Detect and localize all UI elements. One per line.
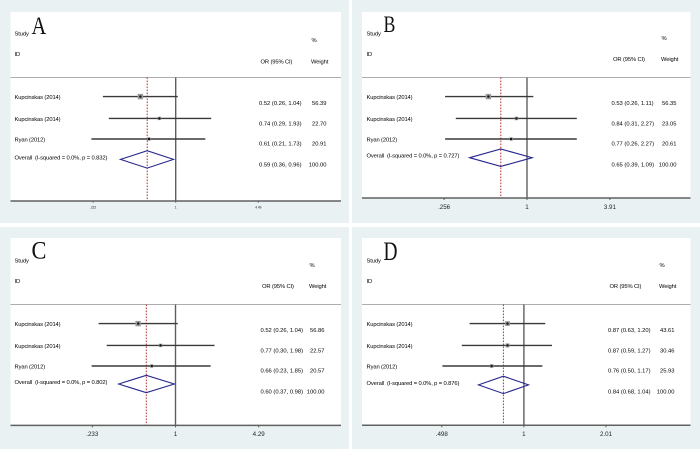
svg-text:56.39: 56.39 (312, 101, 327, 107)
svg-text:Ryan (2012): Ryan (2012) (15, 364, 46, 370)
svg-text:0.53 (0.26, 1.11): 0.53 (0.26, 1.11) (612, 101, 654, 107)
svg-text:Kupcinskas (2014): Kupcinskas (2014) (15, 322, 61, 328)
svg-text:0.76 (0.50, 1.17): 0.76 (0.50, 1.17) (608, 369, 651, 375)
svg-text:Overall (I-squared = 0.0%, p: Overall (I-squared = 0.0%, p = 0.832) (15, 155, 108, 161)
svg-text:22.57: 22.57 (310, 348, 325, 354)
svg-text:1: 1 (175, 206, 177, 210)
svg-text:ID: ID (15, 279, 21, 285)
svg-text:43.61: 43.61 (660, 328, 675, 334)
svg-text:1: 1 (522, 431, 526, 438)
svg-text:100.00: 100.00 (309, 162, 327, 168)
svg-text:0.87 (0.59, 1.27): 0.87 (0.59, 1.27) (608, 348, 651, 354)
svg-text:.256: .256 (438, 204, 451, 211)
svg-text:Kupcinskas (2014): Kupcinskas (2014) (367, 117, 413, 123)
svg-text:Kupcinskas (2014): Kupcinskas (2014) (15, 117, 61, 123)
svg-text:30.46: 30.46 (660, 348, 675, 354)
svg-text:0.77 (0.26, 2.27): 0.77 (0.26, 2.27) (612, 142, 655, 148)
svg-text:2.01: 2.01 (600, 431, 613, 438)
svg-text:B: B (384, 12, 396, 38)
svg-text:0.77 (0.30, 1.98): 0.77 (0.30, 1.98) (261, 348, 304, 354)
svg-text:Weight: Weight (309, 284, 327, 290)
svg-text:20.57: 20.57 (310, 369, 325, 375)
svg-text:0.74 (0.29, 1.93): 0.74 (0.29, 1.93) (259, 121, 302, 127)
svg-text:C: C (32, 238, 47, 265)
svg-text:OR (95% CI): OR (95% CI) (613, 57, 645, 63)
svg-text:Kupcinskas (2014): Kupcinskas (2014) (367, 344, 413, 350)
svg-text:Kupcinskas (2014): Kupcinskas (2014) (15, 344, 61, 350)
svg-text:Kupcinskas (2014): Kupcinskas (2014) (367, 95, 413, 101)
svg-text:25.93: 25.93 (660, 369, 675, 375)
svg-text:Weight: Weight (659, 284, 677, 290)
svg-text:1: 1 (174, 431, 178, 438)
svg-text:Overall (I-squared = 0.0%, p: Overall (I-squared = 0.0%, p = 0.727) (367, 154, 460, 160)
svg-text:100.00: 100.00 (307, 389, 325, 395)
svg-text:4.29: 4.29 (253, 431, 266, 438)
svg-text:%: % (312, 38, 317, 44)
svg-text:OR (95% CI): OR (95% CI) (261, 59, 293, 65)
svg-text:%: % (662, 36, 667, 42)
svg-text:0.66 (0.23, 1.85): 0.66 (0.23, 1.85) (261, 369, 304, 375)
svg-text:Overall (I-squared = 0.0%, p: Overall (I-squared = 0.0%, p = 0.802) (15, 380, 108, 386)
svg-text:ID: ID (367, 52, 373, 58)
svg-text:ID: ID (367, 279, 373, 285)
svg-text:0.65 (0.39, 1.09): 0.65 (0.39, 1.09) (612, 162, 655, 168)
svg-text:56.86: 56.86 (310, 328, 325, 334)
svg-text:.498: .498 (436, 431, 449, 438)
svg-text:23.05: 23.05 (662, 121, 677, 127)
svg-text:Study: Study (15, 259, 29, 265)
svg-text:0.61 (0.21, 1.73): 0.61 (0.21, 1.73) (259, 142, 302, 148)
svg-text:3.91: 3.91 (604, 204, 617, 211)
svg-text:100.00: 100.00 (659, 162, 677, 168)
svg-text:56.35: 56.35 (662, 101, 677, 107)
svg-text:Overall (I-squared = 0.0%, p: Overall (I-squared = 0.0%, p = 0.876) (367, 381, 460, 387)
svg-text:0.52 (0.26, 1.04): 0.52 (0.26, 1.04) (261, 328, 304, 334)
svg-text:Study: Study (367, 259, 381, 265)
svg-text:Ryan (2012): Ryan (2012) (15, 137, 46, 143)
svg-text:.233: .233 (86, 431, 99, 438)
svg-text:%: % (660, 263, 665, 269)
svg-text:4.49: 4.49 (255, 206, 261, 210)
svg-text:20.91: 20.91 (312, 142, 327, 148)
svg-text:Ryan (2012): Ryan (2012) (367, 364, 398, 370)
svg-text:Kupcinskas (2014): Kupcinskas (2014) (15, 95, 61, 101)
svg-text:Study: Study (367, 32, 381, 38)
svg-text:D: D (384, 237, 398, 266)
svg-text:ID: ID (15, 52, 21, 58)
svg-text:OR (95% CI): OR (95% CI) (262, 284, 294, 290)
svg-text:Kupcinskas (2014): Kupcinskas (2014) (367, 322, 413, 328)
svg-text:%: % (310, 263, 315, 269)
svg-text:OR (95% CI): OR (95% CI) (610, 284, 642, 290)
svg-text:.222: .222 (90, 206, 96, 210)
svg-text:0.52 (0.26, 1.04): 0.52 (0.26, 1.04) (259, 101, 302, 107)
svg-text:Ryan (2012): Ryan (2012) (367, 137, 398, 143)
svg-text:0.84 (0.68, 1.04): 0.84 (0.68, 1.04) (608, 389, 651, 395)
svg-text:Study: Study (15, 32, 29, 38)
svg-text:0.60 (0.37, 0.98): 0.60 (0.37, 0.98) (261, 389, 304, 395)
svg-text:0.87 (0.63, 1.20): 0.87 (0.63, 1.20) (608, 328, 651, 334)
svg-text:1: 1 (525, 204, 529, 211)
svg-text:Weight: Weight (661, 57, 679, 63)
svg-text:22.70: 22.70 (312, 121, 327, 127)
svg-text:0.59 (0.36, 0.96): 0.59 (0.36, 0.96) (259, 162, 302, 168)
svg-text:Weight: Weight (311, 59, 329, 65)
svg-text:0.84 (0.31, 2.27): 0.84 (0.31, 2.27) (612, 121, 655, 127)
svg-text:100.00: 100.00 (657, 389, 675, 395)
svg-text:A: A (32, 13, 47, 40)
svg-text:20.61: 20.61 (662, 142, 677, 148)
